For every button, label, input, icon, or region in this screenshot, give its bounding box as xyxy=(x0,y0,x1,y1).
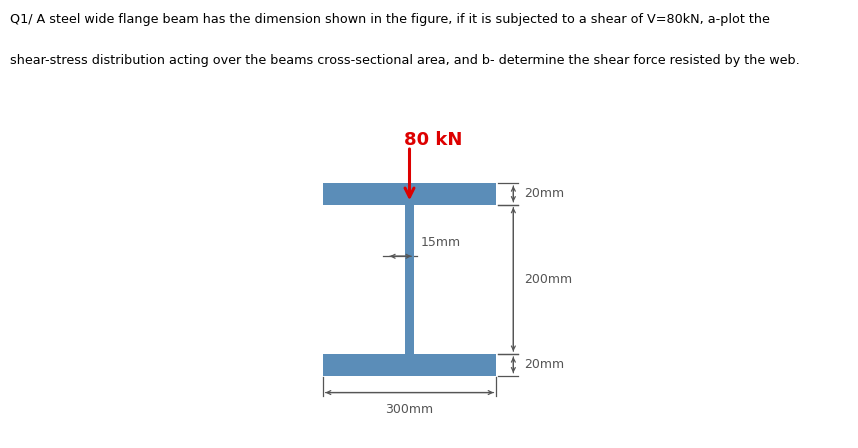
Bar xyxy=(323,354,496,375)
Text: Q1/ A steel wide flange beam has the dimension shown in the figure, if it is sub: Q1/ A steel wide flange beam has the dim… xyxy=(10,13,770,26)
Bar xyxy=(405,205,414,354)
Bar xyxy=(323,183,496,205)
Text: 15mm: 15mm xyxy=(420,236,461,249)
Text: 20mm: 20mm xyxy=(524,187,565,200)
Text: shear-stress distribution acting over the beams cross-sectional area, and b- det: shear-stress distribution acting over th… xyxy=(10,54,800,67)
Text: 300mm: 300mm xyxy=(385,403,433,416)
Text: 80 kN: 80 kN xyxy=(403,131,462,149)
Text: 200mm: 200mm xyxy=(524,273,572,286)
Text: 20mm: 20mm xyxy=(524,358,565,371)
